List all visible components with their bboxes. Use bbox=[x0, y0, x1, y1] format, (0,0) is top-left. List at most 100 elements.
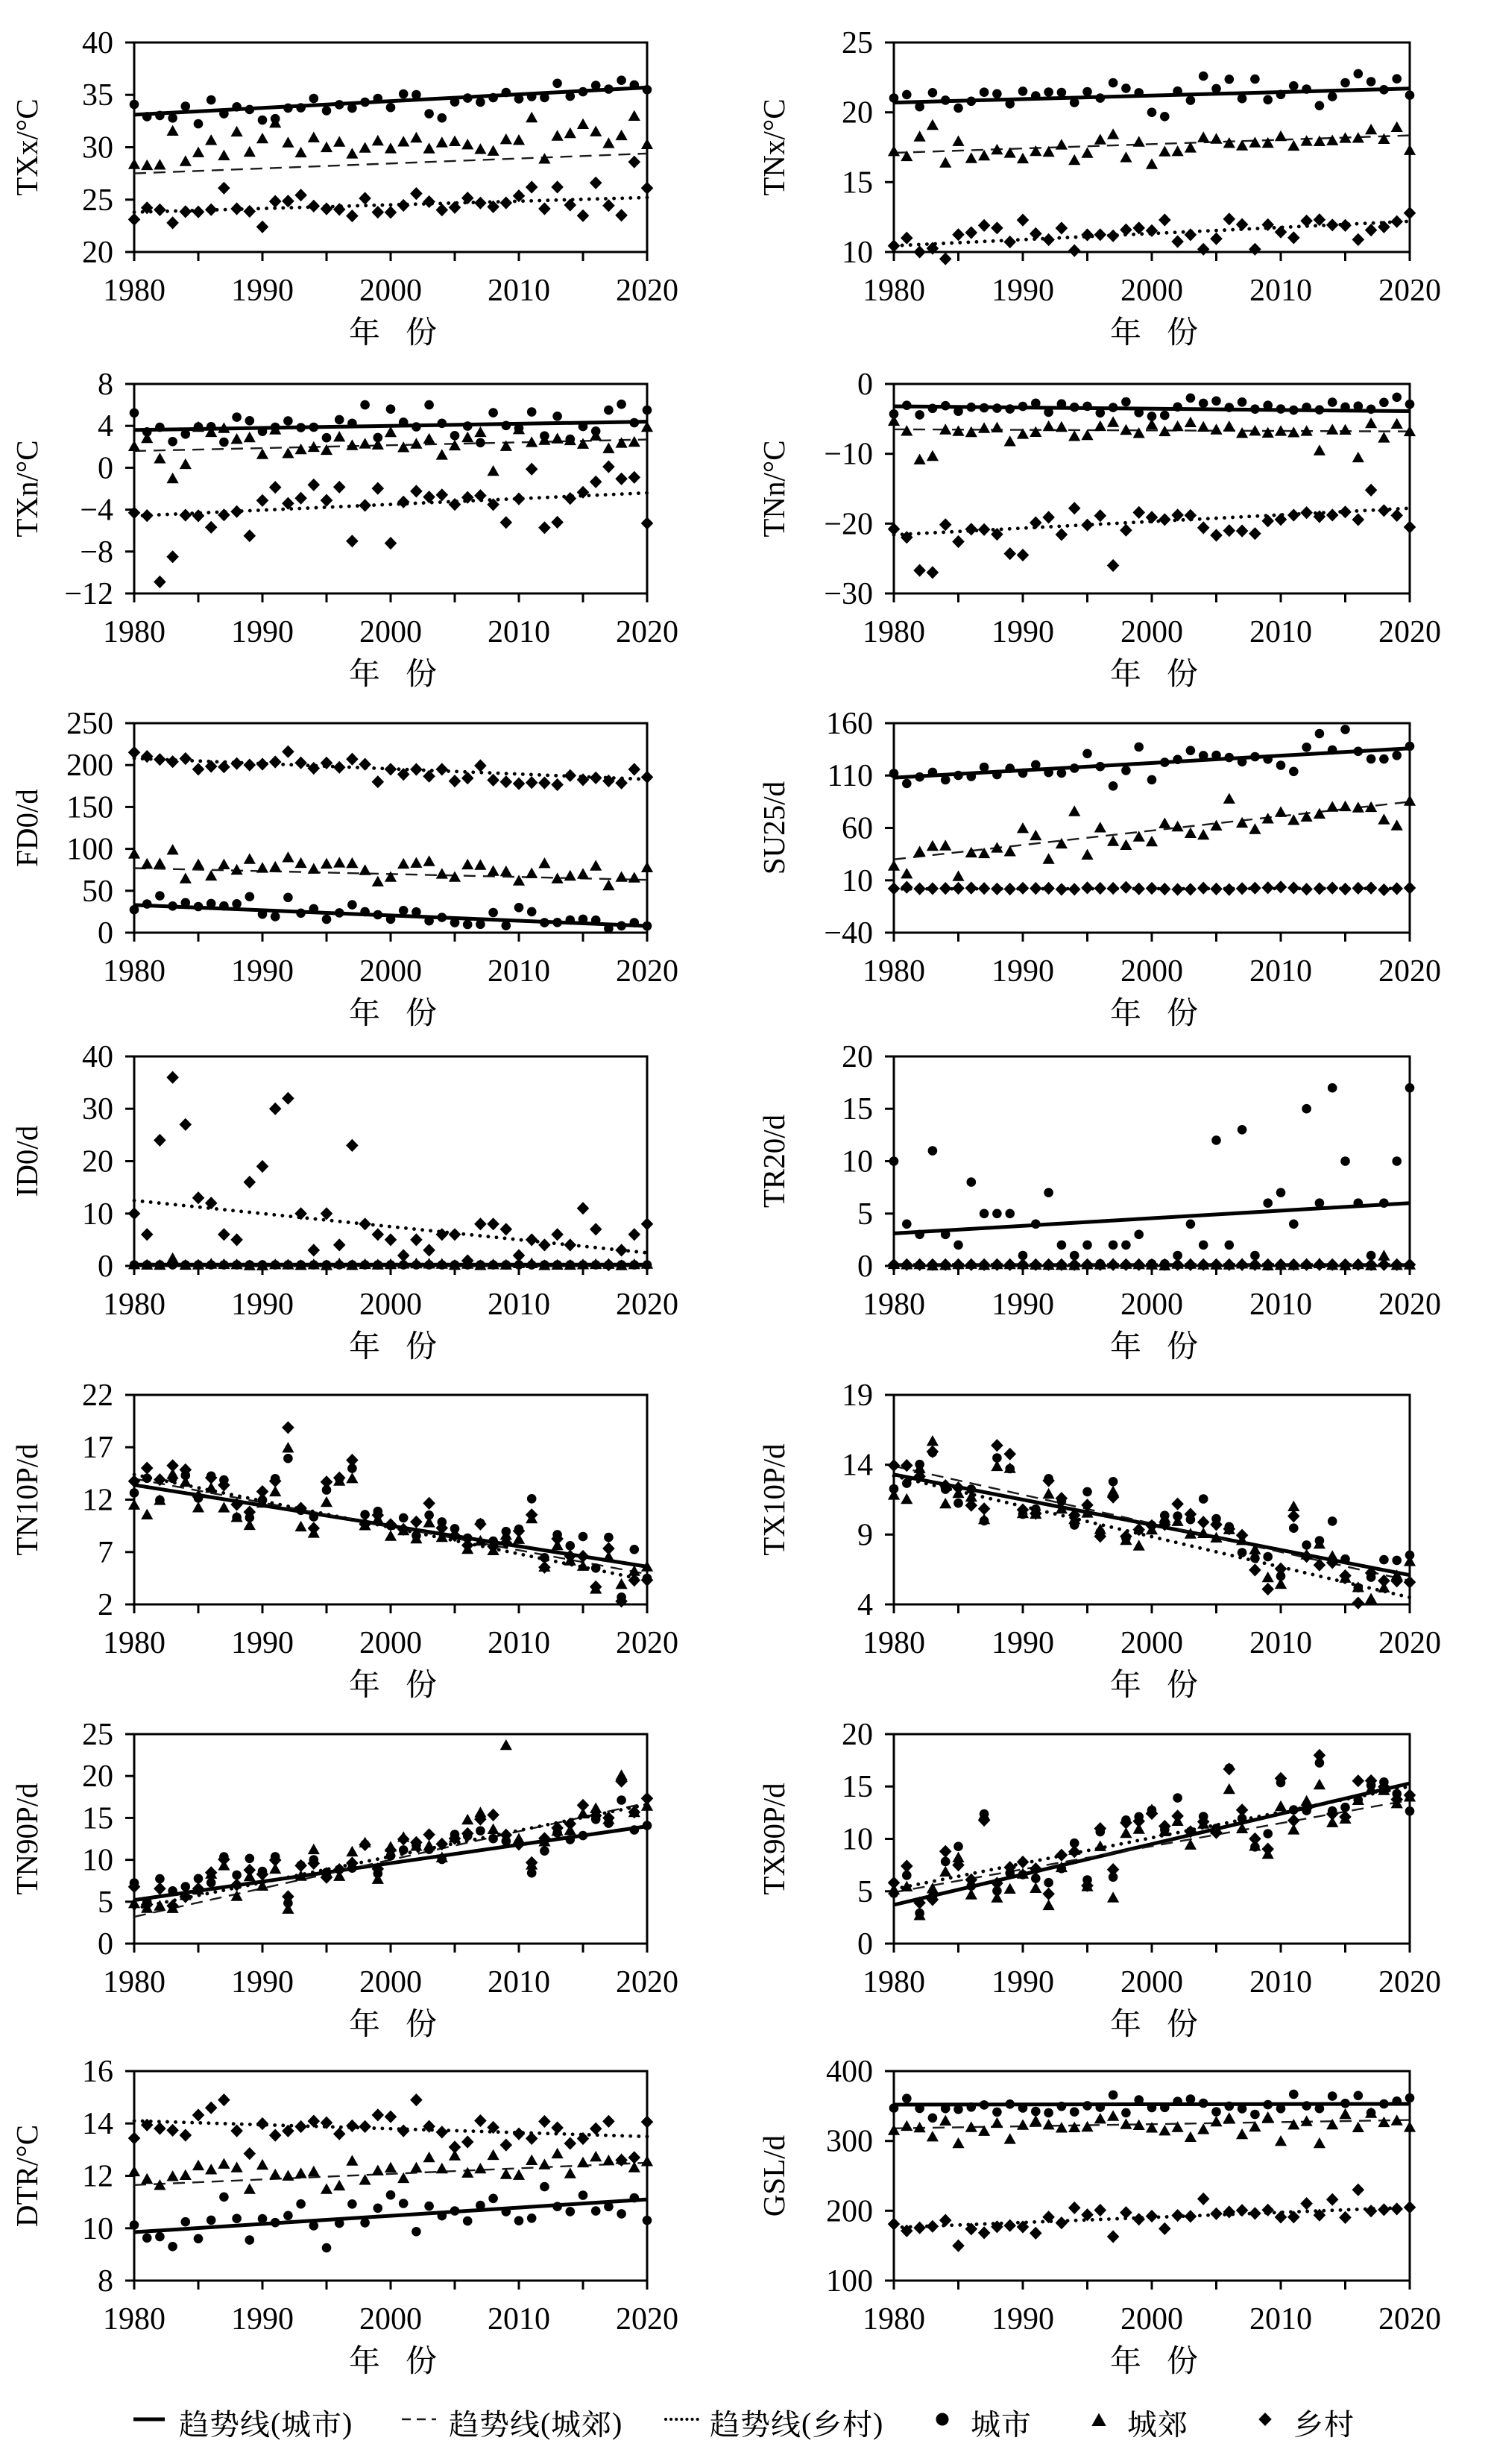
svg-text:1980: 1980 bbox=[103, 274, 166, 308]
svg-text:12: 12 bbox=[82, 2160, 113, 2194]
svg-text:TX10P/d: TX10P/d bbox=[757, 1443, 791, 1555]
svg-text:30: 30 bbox=[82, 131, 113, 166]
svg-text:1980: 1980 bbox=[103, 2302, 166, 2337]
svg-text:0: 0 bbox=[857, 1927, 873, 1962]
svg-text:2020: 2020 bbox=[1378, 2302, 1441, 2337]
svg-text:1990: 1990 bbox=[992, 1288, 1054, 1322]
svg-text:5: 5 bbox=[857, 1875, 873, 1909]
svg-text:8: 8 bbox=[98, 2264, 113, 2298]
svg-text:20: 20 bbox=[842, 96, 873, 130]
svg-text:35: 35 bbox=[82, 78, 113, 113]
svg-text:150: 150 bbox=[66, 790, 113, 825]
svg-text:2010: 2010 bbox=[488, 274, 550, 308]
svg-text:2020: 2020 bbox=[1378, 1288, 1441, 1322]
svg-text:): ) bbox=[873, 2407, 883, 2440]
svg-text:15: 15 bbox=[842, 1092, 873, 1127]
svg-text:1990: 1990 bbox=[992, 2302, 1054, 2337]
svg-text:1990: 1990 bbox=[231, 615, 294, 649]
svg-text:2010: 2010 bbox=[488, 615, 550, 649]
svg-text:2000: 2000 bbox=[359, 1288, 422, 1322]
svg-text:1980: 1980 bbox=[863, 615, 925, 649]
svg-text:1990: 1990 bbox=[231, 954, 294, 989]
svg-text:0: 0 bbox=[98, 1927, 113, 1962]
svg-text:5: 5 bbox=[98, 1885, 113, 1920]
svg-text:100: 100 bbox=[826, 2264, 873, 2298]
svg-text:40: 40 bbox=[82, 26, 113, 60]
svg-text:1980: 1980 bbox=[863, 1626, 925, 1660]
svg-text:60: 60 bbox=[842, 812, 873, 846]
svg-text:2020: 2020 bbox=[616, 954, 678, 989]
svg-text:−12: −12 bbox=[64, 577, 113, 611]
svg-text:2020: 2020 bbox=[1378, 1965, 1441, 2000]
svg-text:1990: 1990 bbox=[992, 954, 1054, 989]
svg-text:7: 7 bbox=[98, 1536, 113, 1570]
svg-text:FD0/d: FD0/d bbox=[10, 789, 44, 867]
svg-text:20: 20 bbox=[842, 1040, 873, 1074]
svg-text:2020: 2020 bbox=[616, 615, 678, 649]
svg-text:1980: 1980 bbox=[863, 274, 925, 308]
svg-text:2020: 2020 bbox=[616, 2302, 678, 2337]
svg-text:2010: 2010 bbox=[1249, 1288, 1312, 1322]
svg-text:16: 16 bbox=[82, 2055, 113, 2089]
svg-text:20: 20 bbox=[82, 236, 113, 270]
svg-text:1980: 1980 bbox=[863, 954, 925, 989]
svg-text:100: 100 bbox=[66, 833, 113, 867]
svg-text:1990: 1990 bbox=[231, 274, 294, 308]
svg-text:−40: −40 bbox=[824, 916, 873, 951]
svg-text:2010: 2010 bbox=[488, 1965, 550, 2000]
svg-text:20: 20 bbox=[82, 1145, 113, 1179]
svg-text:2000: 2000 bbox=[1120, 615, 1183, 649]
svg-text:2000: 2000 bbox=[359, 615, 422, 649]
svg-text:2010: 2010 bbox=[1249, 1965, 1312, 2000]
svg-text:300: 300 bbox=[826, 2125, 873, 2159]
svg-text:30: 30 bbox=[82, 1092, 113, 1127]
svg-text:2010: 2010 bbox=[488, 2302, 550, 2337]
svg-text:2020: 2020 bbox=[616, 274, 678, 308]
svg-text:): ) bbox=[612, 2407, 622, 2440]
svg-text:DTR/°C: DTR/°C bbox=[10, 2125, 44, 2227]
svg-text:): ) bbox=[342, 2407, 352, 2440]
svg-text:TX90P/d: TX90P/d bbox=[757, 1783, 791, 1894]
svg-text:1980: 1980 bbox=[103, 1288, 166, 1322]
svg-text:2010: 2010 bbox=[488, 1626, 550, 1660]
svg-text:14: 14 bbox=[82, 2107, 113, 2141]
svg-text:1990: 1990 bbox=[992, 1626, 1054, 1660]
svg-text:10: 10 bbox=[842, 864, 873, 898]
svg-text:1980: 1980 bbox=[103, 1626, 166, 1660]
svg-text:25: 25 bbox=[842, 26, 873, 60]
svg-text:10: 10 bbox=[82, 2212, 113, 2246]
svg-text:2020: 2020 bbox=[1378, 954, 1441, 989]
svg-text:−30: −30 bbox=[824, 577, 873, 611]
svg-text:2000: 2000 bbox=[359, 274, 422, 308]
svg-text:−10: −10 bbox=[824, 438, 873, 472]
svg-text:TN90P/d: TN90P/d bbox=[10, 1783, 44, 1894]
svg-text:2020: 2020 bbox=[616, 1965, 678, 2000]
svg-text:2000: 2000 bbox=[1120, 954, 1183, 989]
svg-text:2010: 2010 bbox=[1249, 2302, 1312, 2337]
svg-text:TXx/°C: TXx/°C bbox=[10, 98, 44, 195]
svg-text:2000: 2000 bbox=[1120, 1626, 1183, 1660]
svg-text:2020: 2020 bbox=[1378, 1626, 1441, 1660]
svg-text:25: 25 bbox=[82, 1718, 113, 1752]
svg-text:0: 0 bbox=[857, 368, 873, 402]
svg-text:110: 110 bbox=[828, 759, 873, 793]
svg-text:1980: 1980 bbox=[103, 1965, 166, 2000]
svg-text:2000: 2000 bbox=[1120, 274, 1183, 308]
svg-text:12: 12 bbox=[82, 1484, 113, 1518]
svg-text:20: 20 bbox=[842, 1718, 873, 1752]
svg-text:14: 14 bbox=[842, 1449, 873, 1483]
svg-text:TR20/d: TR20/d bbox=[757, 1115, 791, 1208]
svg-text:2010: 2010 bbox=[1249, 1626, 1312, 1660]
svg-text:(: ( bbox=[801, 2407, 811, 2440]
svg-text:1990: 1990 bbox=[992, 615, 1054, 649]
svg-text:4: 4 bbox=[98, 409, 113, 444]
svg-text:−4: −4 bbox=[80, 494, 113, 528]
svg-text:1990: 1990 bbox=[231, 1288, 294, 1322]
svg-text:1990: 1990 bbox=[231, 1965, 294, 2000]
svg-text:15: 15 bbox=[842, 1770, 873, 1804]
svg-text:0: 0 bbox=[98, 916, 113, 951]
svg-text:0: 0 bbox=[857, 1250, 873, 1284]
svg-text:160: 160 bbox=[826, 707, 873, 741]
svg-text:10: 10 bbox=[82, 1844, 113, 1878]
svg-text:1990: 1990 bbox=[231, 1626, 294, 1660]
